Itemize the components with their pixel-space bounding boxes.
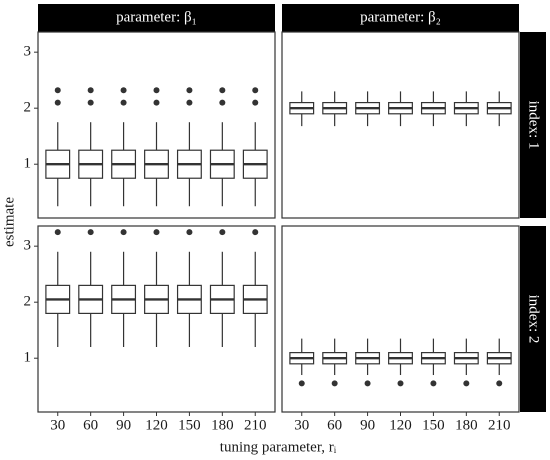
x-tick-label: 210 (488, 417, 511, 433)
x-tick-label: 60 (83, 417, 98, 433)
outlier (364, 380, 371, 387)
y-tick-label: 2 (24, 294, 32, 310)
y-axis-title: estimate (1, 197, 17, 247)
x-tick-label: 120 (145, 417, 168, 433)
column-strip-label: parameter: β₂ (360, 9, 441, 25)
outlier (219, 99, 226, 106)
column-strip (282, 4, 519, 32)
outlier (54, 99, 61, 106)
x-tick-label: 120 (389, 417, 412, 433)
x-tick-label: 150 (178, 417, 201, 433)
column-strip (38, 4, 275, 32)
outlier (153, 99, 160, 106)
x-tick-label: 30 (294, 417, 309, 433)
x-tick-label: 210 (244, 417, 267, 433)
outlier (54, 229, 61, 236)
outlier (153, 229, 160, 236)
outlier (219, 87, 226, 94)
outlier (252, 99, 259, 106)
outlier (397, 380, 404, 387)
row-strip (520, 226, 546, 412)
column-strip-label: parameter: β₁ (116, 9, 197, 25)
x-tick-label: 90 (360, 417, 375, 433)
outlier (252, 229, 259, 236)
outlier (120, 99, 127, 106)
x-axis-title: tuning parameter, rᵢ (220, 439, 337, 455)
outlier (54, 87, 61, 94)
x-tick-label: 90 (116, 417, 131, 433)
outlier (87, 229, 94, 236)
outlier (496, 380, 503, 387)
row-strip (520, 32, 546, 218)
outlier (219, 229, 226, 236)
outlier (186, 99, 193, 106)
outlier (120, 87, 127, 94)
outlier (186, 229, 193, 236)
x-tick-label: 150 (422, 417, 445, 433)
x-tick-label: 180 (455, 417, 478, 433)
outlier (87, 99, 94, 106)
outlier (331, 380, 338, 387)
y-tick-label: 1 (24, 350, 32, 366)
outlier (298, 380, 305, 387)
x-tick-label: 30 (50, 417, 65, 433)
y-tick-label: 2 (24, 100, 32, 116)
outlier (87, 87, 94, 94)
y-tick-label: 1 (24, 156, 32, 172)
outlier (186, 87, 193, 94)
y-tick-label: 3 (24, 238, 32, 254)
row-strip-label: index: 2 (526, 295, 542, 344)
outlier (252, 87, 259, 94)
row-strip-label: index: 1 (526, 101, 542, 150)
outlier (463, 380, 470, 387)
x-tick-label: 180 (211, 417, 234, 433)
y-tick-label: 3 (24, 44, 32, 60)
outlier (430, 380, 437, 387)
outlier (120, 229, 127, 236)
outlier (153, 87, 160, 94)
x-tick-label: 60 (327, 417, 342, 433)
